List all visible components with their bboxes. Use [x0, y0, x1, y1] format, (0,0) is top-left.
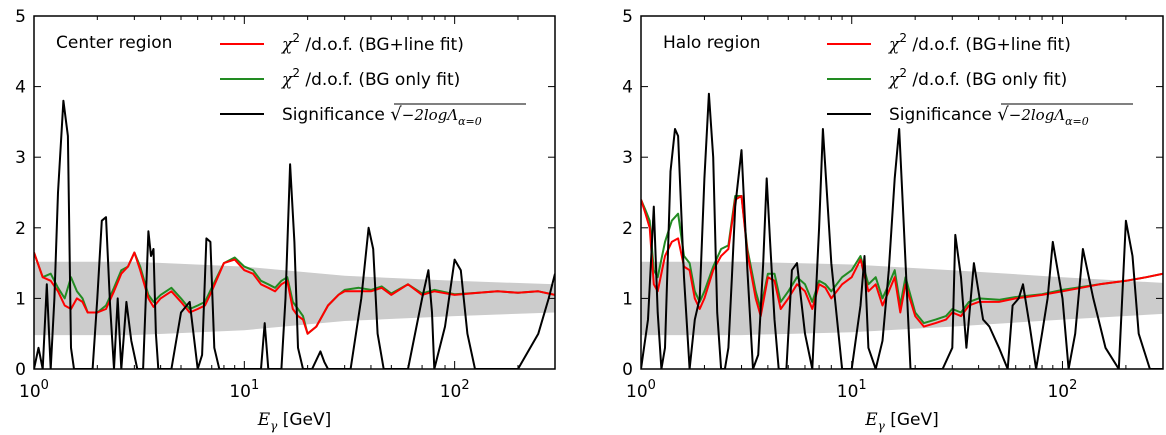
center-ytick-label: 4: [15, 78, 26, 98]
center-x-axis-label: Eγ [GeV]: [257, 410, 332, 433]
halo-plot-frame: [640, 15, 1164, 370]
halo-xtick-label: 100: [626, 378, 656, 402]
center-band-area: [34, 261, 555, 336]
center-xtick-label: 102: [440, 378, 470, 402]
center-series-significance: [34, 99, 555, 369]
center-ytick-label: 5: [15, 7, 26, 27]
halo-ytick-label: 2: [622, 219, 633, 239]
halo-legend-entry: Significance √−2logΛα=0: [889, 104, 1089, 128]
left-panel-center-region: 0 1 2 3 4 5 100 101 102 Center region χ2 /d.o.f.…: [15, 7, 556, 433]
center-ytick-label: 2: [15, 219, 26, 239]
center-axis-ticks: 0 1 2 3 4 5 100 101 102: [15, 7, 556, 402]
center-plot-frame: [33, 15, 556, 370]
halo-legend-entry: χ2 /d.o.f. (BG+line fit): [888, 31, 1071, 55]
center-ytick-label: 1: [15, 289, 26, 309]
center-xtick-label: 101: [229, 378, 259, 402]
halo-legend: χ2 /d.o.f. (BG+line fit) χ2 /d.o.f. (BG o…: [827, 31, 1133, 128]
halo-ytick-label: 4: [622, 78, 633, 98]
center-xlabel-text: Eγ [GeV]: [257, 410, 332, 433]
center-xtick-label: 100: [19, 378, 49, 402]
halo-series-significance: [641, 92, 1163, 369]
halo-axis-ticks: 0 1 2 3 4 5 100 101 102: [622, 7, 1164, 402]
halo-series-bg-only-fit: [641, 195, 1163, 325]
center-series-group: [34, 99, 555, 369]
halo-ytick-label: 5: [622, 7, 633, 27]
center-ytick-label: 0: [15, 360, 26, 380]
halo-region-label: Halo region: [663, 33, 761, 53]
center-legend-entry: Significance √−2logΛα=0: [282, 104, 482, 128]
center-legend: χ2 /d.o.f. (BG+line fit) χ2 /d.o.f. (BG o…: [220, 31, 526, 128]
halo-series-group: [641, 92, 1163, 369]
halo-xtick-label: 102: [1047, 378, 1077, 402]
halo-series-bg-line-fit: [641, 195, 1163, 328]
halo-x-axis-label: Eγ [GeV]: [864, 410, 939, 433]
center-ytick-label: 3: [15, 148, 26, 168]
center-expected-band: [34, 261, 555, 336]
halo-legend-entry: χ2 /d.o.f. (BG only fit): [888, 66, 1067, 90]
center-legend-entry: χ2 /d.o.f. (BG only fit): [281, 66, 460, 90]
halo-ytick-label: 3: [622, 148, 633, 168]
halo-ytick-label: 0: [622, 360, 633, 380]
halo-ytick-label: 1: [622, 289, 633, 309]
right-panel-halo-region: 0 1 2 3 4 5 100 101 102 Halo region χ2 /d.o.f. (…: [622, 7, 1164, 433]
center-legend-entry: χ2 /d.o.f. (BG+line fit): [281, 31, 464, 55]
center-region-label: Center region: [56, 33, 172, 53]
halo-xlabel-text: Eγ [GeV]: [864, 410, 939, 433]
halo-xtick-label: 101: [837, 378, 867, 402]
